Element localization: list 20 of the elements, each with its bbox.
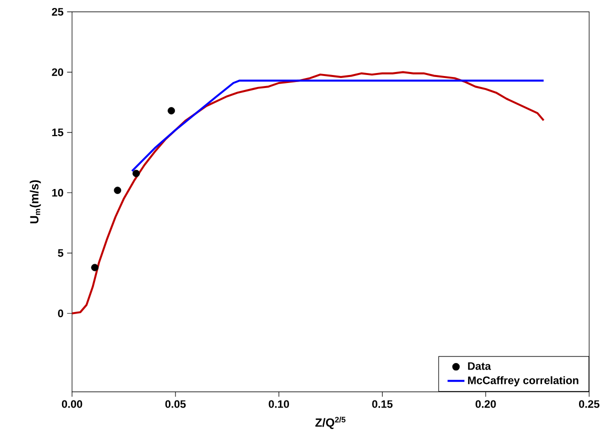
y-tick-label: 15 <box>52 128 64 136</box>
y-axis-title: U$_{m}$(m/s) <box>30 180 41 224</box>
x-tick-label: 0.15 <box>372 400 393 408</box>
legend-label: Data <box>468 362 491 370</box>
point <box>132 170 140 178</box>
y-tick-label: 10 <box>52 188 64 197</box>
x-axis-title: Z/Q$^{2/5}$ <box>315 416 346 429</box>
legend-label: McCaffrey correlation <box>468 376 578 386</box>
x-tick-label: 0.25 <box>579 400 600 408</box>
point <box>114 186 122 194</box>
point <box>168 106 175 114</box>
point <box>91 264 98 272</box>
x-tick-label: 0.10 <box>268 400 289 408</box>
x-tick-label: 0.00 <box>62 400 82 408</box>
y-tick-label: 25 <box>52 8 64 16</box>
y-tick-label: 0 <box>58 309 64 318</box>
y-tick-label: 5 <box>58 249 64 257</box>
x-tick-label: 0.20 <box>476 400 496 408</box>
y-tick-label: 20 <box>52 68 64 76</box>
x-tick-label: 0.05 <box>165 400 186 408</box>
